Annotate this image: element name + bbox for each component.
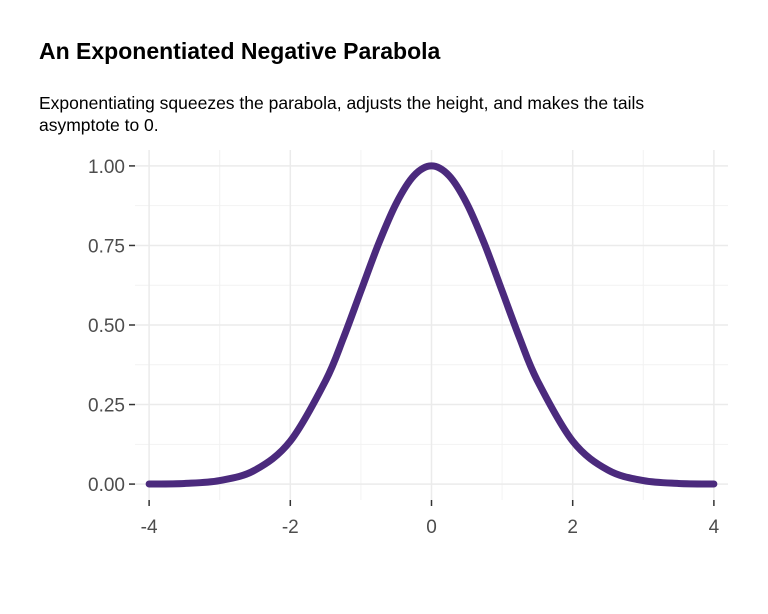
x-tick-label: -2 — [282, 517, 299, 538]
x-tick-label: 4 — [709, 517, 720, 538]
series-line — [145, 162, 718, 488]
x-tick-label: 2 — [567, 517, 578, 538]
x-tick-label: -4 — [141, 517, 158, 538]
y-tick-label: 0.50 — [88, 316, 125, 337]
y-tick-label: 1.00 — [88, 157, 125, 178]
grid-major-lines — [135, 150, 728, 500]
y-tick-label: 0.25 — [88, 396, 125, 417]
x-axis: -4 -2 0 2 4 — [141, 500, 720, 538]
chart-title: An Exponentiated Negative Parabola — [39, 38, 441, 64]
y-tick-label: 0.00 — [88, 475, 125, 496]
y-axis: 0.00 0.25 0.50 0.75 1.00 — [88, 157, 135, 496]
x-tick-label: 0 — [426, 517, 437, 538]
chart-subtitle: Exponentiating squeezes the parabola, ad… — [39, 93, 645, 135]
y-tick-label: 0.75 — [88, 236, 125, 257]
